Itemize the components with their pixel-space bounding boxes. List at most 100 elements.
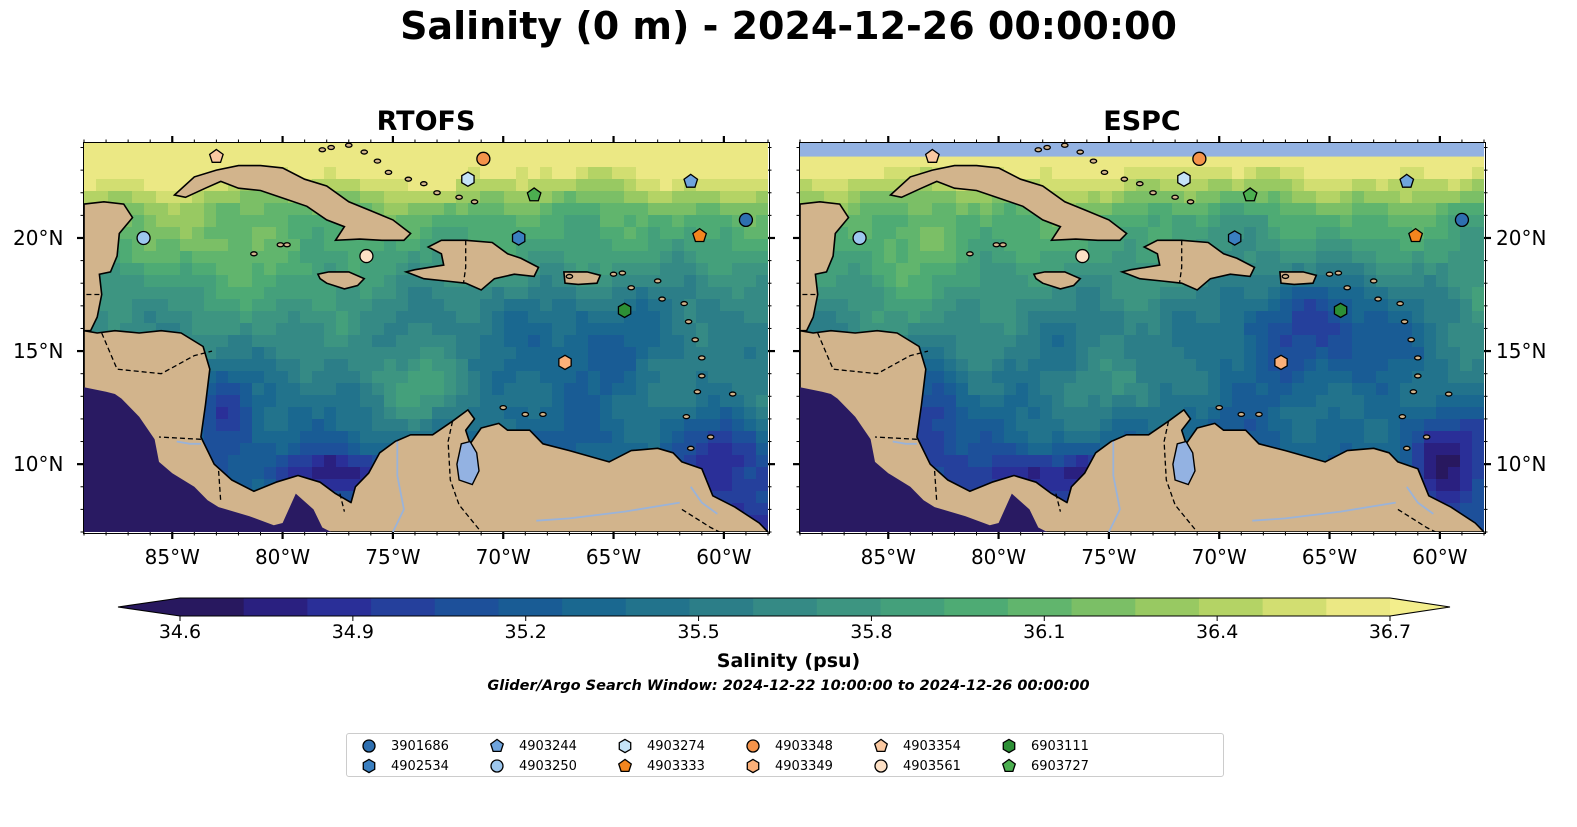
legend-label: 6903727 bbox=[1031, 758, 1089, 774]
salinity-map-espc bbox=[800, 143, 1485, 533]
river bbox=[690, 486, 718, 515]
lon-tick-label: 65°W bbox=[1301, 545, 1358, 569]
panel-title-espc: ESPC bbox=[1103, 106, 1181, 137]
float-4903274-marker bbox=[1177, 171, 1191, 188]
float-4903250-marker bbox=[852, 230, 867, 246]
colorbar-segment bbox=[562, 598, 627, 616]
float-4903250-marker bbox=[136, 230, 151, 246]
lon-tick-label: 85°W bbox=[144, 545, 200, 569]
river bbox=[536, 501, 680, 522]
cuba-island bbox=[888, 164, 1128, 242]
float-legend: 3901686 4902534 4903244 4903250 4903274 49033… bbox=[346, 733, 1224, 777]
float-4903349-marker bbox=[558, 354, 572, 371]
colorbar-segment bbox=[689, 598, 754, 616]
float-4903354-marker bbox=[208, 148, 224, 163]
float-markers bbox=[136, 148, 754, 371]
river bbox=[1108, 441, 1121, 533]
colorbar-segment bbox=[1135, 598, 1200, 616]
legend-item-4903561: 4903561 bbox=[873, 757, 961, 775]
search-window-note: Glider/Argo Search Window: 2024-12-22 10… bbox=[487, 678, 1090, 694]
country-border bbox=[681, 508, 720, 533]
circle-marker-icon bbox=[490, 759, 504, 773]
hexagon-marker-icon bbox=[618, 738, 632, 754]
country-border bbox=[158, 436, 201, 440]
legend-label: 4903349 bbox=[775, 758, 833, 774]
lat-tick-label: 15°N bbox=[13, 339, 64, 364]
hispaniola-island bbox=[1119, 239, 1256, 291]
float-3901686-marker bbox=[738, 212, 754, 228]
river bbox=[392, 441, 405, 533]
float-6903727-marker bbox=[1242, 187, 1258, 202]
bahamas-islands bbox=[1034, 143, 1195, 205]
float-4902534-marker bbox=[511, 230, 526, 246]
hispaniola-island bbox=[403, 239, 540, 291]
colorbar-segment bbox=[1071, 598, 1136, 616]
lat-tick-label: 10°N bbox=[1496, 452, 1547, 477]
colorbar bbox=[117, 597, 1451, 621]
legend-marker-4902534 bbox=[362, 758, 376, 774]
pentagon-marker-icon bbox=[617, 758, 633, 772]
circle-marker-icon bbox=[362, 739, 376, 753]
colorbar-tick-label: 34.9 bbox=[331, 621, 374, 643]
hexagon-marker-icon bbox=[362, 758, 376, 774]
legend-marker-4903349 bbox=[746, 758, 760, 774]
bahamas-islands bbox=[318, 143, 479, 205]
legend-marker-4903244 bbox=[489, 738, 505, 752]
legend-marker-4903333 bbox=[617, 758, 633, 772]
circle-marker-icon bbox=[874, 759, 888, 773]
float-6903111-marker bbox=[1333, 302, 1348, 319]
float-3901686-marker bbox=[1454, 212, 1470, 228]
colorbar-segment bbox=[371, 598, 436, 616]
legend-item-4902534: 4902534 bbox=[361, 757, 449, 775]
lat-tick-label: 15°N bbox=[1496, 339, 1547, 364]
float-4903333-marker bbox=[1408, 227, 1424, 243]
float-6903727-marker bbox=[526, 187, 542, 202]
float-4903561-marker bbox=[359, 248, 374, 264]
legend-label: 3901686 bbox=[391, 738, 449, 754]
float-4902534-marker bbox=[1227, 230, 1242, 246]
colorbar-label: Salinity (psu) bbox=[716, 650, 861, 672]
lat-tick-label: 20°N bbox=[13, 225, 64, 250]
legend-label: 4903354 bbox=[903, 738, 961, 754]
jamaica-island bbox=[1032, 271, 1082, 290]
legend-marker-4903561 bbox=[874, 759, 888, 773]
country-border bbox=[101, 332, 213, 375]
colorbar-tick-label: 35.2 bbox=[504, 621, 547, 643]
legend-item-4903349: 4903349 bbox=[745, 757, 833, 775]
legend-label: 4903274 bbox=[647, 738, 705, 754]
colorbar-segment bbox=[434, 598, 500, 616]
lon-tick-label: 65°W bbox=[585, 545, 642, 569]
colorbar-segment bbox=[1198, 598, 1264, 616]
colorbar-segment bbox=[816, 598, 882, 616]
puerto-rico-island bbox=[563, 271, 602, 286]
legend-item-3901686: 3901686 bbox=[361, 737, 449, 755]
country-border bbox=[1163, 421, 1198, 533]
legend-item-4903333: 4903333 bbox=[617, 757, 705, 775]
country-border bbox=[217, 470, 222, 503]
legend-label: 4903250 bbox=[519, 758, 577, 774]
colorbar-segment bbox=[944, 598, 1009, 616]
colorbar-segment bbox=[180, 598, 245, 616]
legend-label: 4903348 bbox=[775, 738, 833, 754]
lon-tick-label: 70°W bbox=[475, 545, 531, 569]
yucatan-land bbox=[84, 200, 134, 332]
lon-tick-label: 80°W bbox=[254, 545, 311, 569]
country-border bbox=[933, 470, 938, 503]
lon-tick-label: 60°W bbox=[696, 545, 752, 569]
colorbar-segment bbox=[625, 598, 691, 616]
river bbox=[176, 440, 201, 445]
legend-marker-3901686 bbox=[362, 739, 376, 753]
lon-tick-label: 80°W bbox=[970, 545, 1027, 569]
colorbar-tick-label: 36.7 bbox=[1368, 621, 1412, 643]
pentagon-marker-icon bbox=[1001, 758, 1017, 772]
river bbox=[1406, 486, 1434, 515]
cayman-islands bbox=[250, 242, 291, 257]
no-data-strip bbox=[800, 143, 1484, 157]
colorbar-extend-high bbox=[1390, 598, 1450, 616]
float-4903561-marker bbox=[1075, 248, 1090, 264]
colorbar-segment bbox=[880, 598, 945, 616]
float-4903244-marker bbox=[683, 173, 699, 188]
map-panel-rtofs bbox=[83, 142, 770, 534]
legend-label: 4902534 bbox=[391, 758, 449, 774]
colorbar-tick-label: 36.1 bbox=[1023, 621, 1066, 643]
